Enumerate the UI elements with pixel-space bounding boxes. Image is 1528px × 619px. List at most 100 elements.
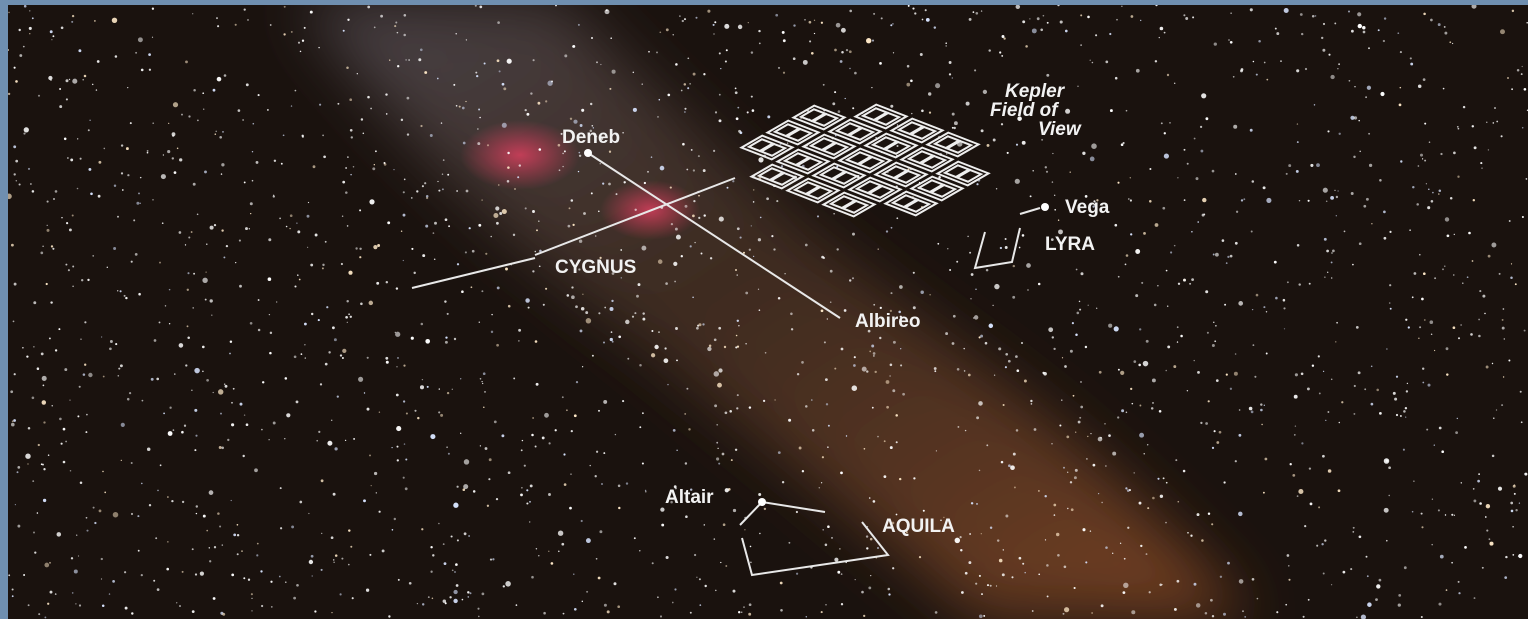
star: [1057, 554, 1060, 557]
star: [1310, 503, 1313, 506]
star: [1449, 41, 1451, 43]
star: [797, 373, 799, 375]
star: [1359, 535, 1362, 538]
star: [478, 616, 480, 618]
star: [350, 129, 353, 132]
star: [19, 54, 22, 57]
star: [397, 446, 399, 448]
star: [1242, 610, 1244, 612]
star: [979, 614, 983, 618]
star: [805, 244, 808, 247]
star: [1162, 207, 1165, 210]
star: [1065, 30, 1068, 33]
star: [658, 331, 660, 333]
star: [531, 434, 534, 437]
star: [1110, 109, 1113, 112]
star: [17, 471, 19, 473]
star: [1486, 366, 1489, 369]
star: [1164, 32, 1166, 34]
star: [1324, 277, 1325, 278]
star: [1295, 425, 1296, 426]
star: [935, 611, 938, 614]
star: [1261, 424, 1262, 425]
star: [1403, 449, 1405, 451]
star: [1365, 96, 1367, 98]
star: [401, 119, 403, 121]
star: [1312, 365, 1314, 367]
star: [791, 328, 793, 330]
star: [965, 430, 966, 431]
star: [981, 533, 982, 534]
star: [1423, 13, 1426, 16]
star: [321, 569, 323, 571]
star: [675, 63, 678, 66]
star: [735, 449, 737, 451]
star: [1079, 417, 1081, 419]
star: [604, 307, 606, 309]
star: [967, 236, 969, 238]
star: [985, 342, 988, 345]
star: [55, 190, 58, 193]
star: [825, 604, 827, 606]
star: [443, 543, 445, 545]
star: [262, 381, 264, 383]
star: [13, 321, 15, 323]
star: [751, 225, 752, 226]
star: [403, 477, 405, 479]
star: [1139, 502, 1142, 505]
star: [514, 188, 516, 190]
star: [737, 107, 739, 109]
star: [1073, 395, 1075, 397]
star: [638, 283, 641, 286]
star: [52, 248, 54, 250]
star: [488, 478, 490, 480]
star: [896, 217, 898, 219]
star: [157, 588, 160, 591]
star: [112, 580, 115, 583]
star: [47, 201, 49, 203]
star: [15, 80, 18, 83]
star: [205, 271, 206, 272]
star: [1164, 132, 1166, 134]
star: [467, 596, 469, 598]
star: [870, 575, 871, 576]
star: [1001, 461, 1004, 464]
star: [928, 92, 931, 95]
star: [66, 79, 69, 82]
star: [695, 17, 697, 19]
star: [811, 399, 813, 401]
star: [457, 486, 459, 488]
star: [725, 60, 727, 62]
star: [188, 115, 190, 117]
star: [312, 575, 313, 576]
star: [1045, 539, 1046, 540]
star: [1266, 198, 1271, 203]
star: [1416, 203, 1419, 206]
star: [72, 15, 74, 17]
star: [456, 105, 458, 107]
star: [720, 68, 721, 69]
star: [871, 345, 874, 348]
star: [1117, 416, 1119, 418]
star: [1120, 543, 1121, 544]
star: [1022, 563, 1024, 565]
star: [749, 249, 751, 251]
star: [1208, 400, 1210, 402]
star: [968, 374, 971, 377]
star: [681, 90, 683, 92]
star: [1412, 186, 1414, 188]
star: [722, 453, 725, 456]
star: [322, 264, 324, 266]
star: [401, 231, 402, 232]
star: [562, 166, 563, 167]
star: [1046, 171, 1048, 173]
star: [717, 383, 722, 388]
star: [549, 442, 551, 444]
star: [1180, 335, 1183, 338]
star: [900, 364, 902, 366]
star: [214, 546, 216, 548]
star: [1512, 10, 1514, 12]
star: [952, 77, 953, 78]
star: [1280, 60, 1282, 62]
star: [1423, 272, 1426, 275]
